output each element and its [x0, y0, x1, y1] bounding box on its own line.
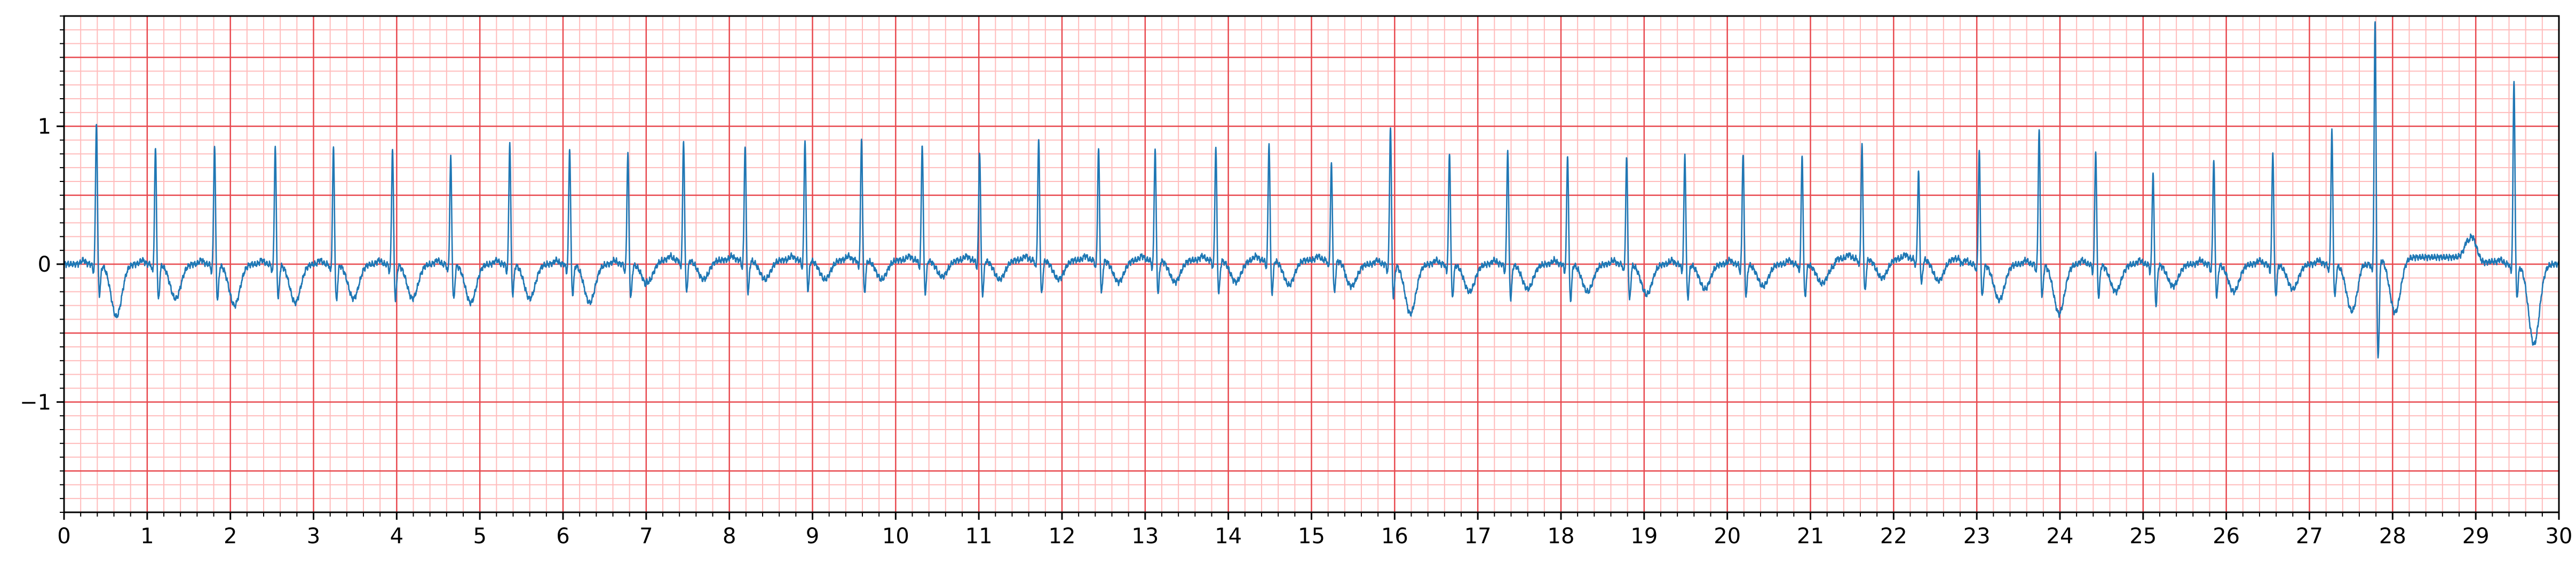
x-tick-label: 16 — [1381, 524, 1408, 549]
x-tick-label: 11 — [965, 524, 993, 549]
x-tick-label: 18 — [1548, 524, 1575, 549]
y-axis-ticks: 1 0 −1 — [20, 15, 64, 513]
x-tick-label: 5 — [473, 524, 486, 549]
x-tick-label: 27 — [2296, 524, 2323, 549]
x-tick-label: 0 — [57, 524, 70, 549]
x-tick-label: 28 — [2379, 524, 2406, 549]
x-tick-label: 9 — [806, 524, 819, 549]
x-tick-label: 15 — [1298, 524, 1325, 549]
x-tick-label: 3 — [307, 524, 320, 549]
x-tick-label: 7 — [639, 524, 653, 549]
x-tick-label: 23 — [1963, 524, 1991, 549]
x-tick-label: 6 — [556, 524, 569, 549]
x-tick-label: 26 — [2213, 524, 2240, 549]
x-tick-label: 13 — [1131, 524, 1159, 549]
x-tick-label: 12 — [1049, 524, 1076, 549]
x-tick-label: 10 — [882, 524, 909, 549]
x-axis-ticks: 0 1 2 3 4 5 6 7 8 9 10 11 12 13 14 15 16 17 18 19 20 21 22 23 24… — [57, 512, 2572, 549]
x-tick-label: 2 — [224, 524, 237, 549]
x-tick-label: 25 — [2129, 524, 2157, 549]
y-tick-label: −1 — [20, 390, 51, 415]
x-tick-label: 8 — [723, 524, 736, 549]
x-tick-label: 19 — [1630, 524, 1658, 549]
y-tick-label: 0 — [38, 252, 51, 277]
x-tick-label: 30 — [2546, 524, 2573, 549]
series-group — [63, 21, 2559, 359]
x-tick-label: 22 — [1880, 524, 1907, 549]
x-tick-label: 14 — [1215, 524, 1242, 549]
y-tick-label: 1 — [38, 115, 51, 139]
x-tick-label: 1 — [140, 524, 154, 549]
x-tick-label: 20 — [1714, 524, 1741, 549]
x-tick-label: 17 — [1464, 524, 1492, 549]
x-tick-label: 24 — [2047, 524, 2074, 549]
major-grid — [63, 16, 2560, 512]
x-tick-label: 29 — [2462, 524, 2490, 549]
x-tick-label: 4 — [390, 524, 403, 549]
x-tick-label: 21 — [1797, 524, 1824, 549]
ecg-trace — [63, 21, 2559, 359]
